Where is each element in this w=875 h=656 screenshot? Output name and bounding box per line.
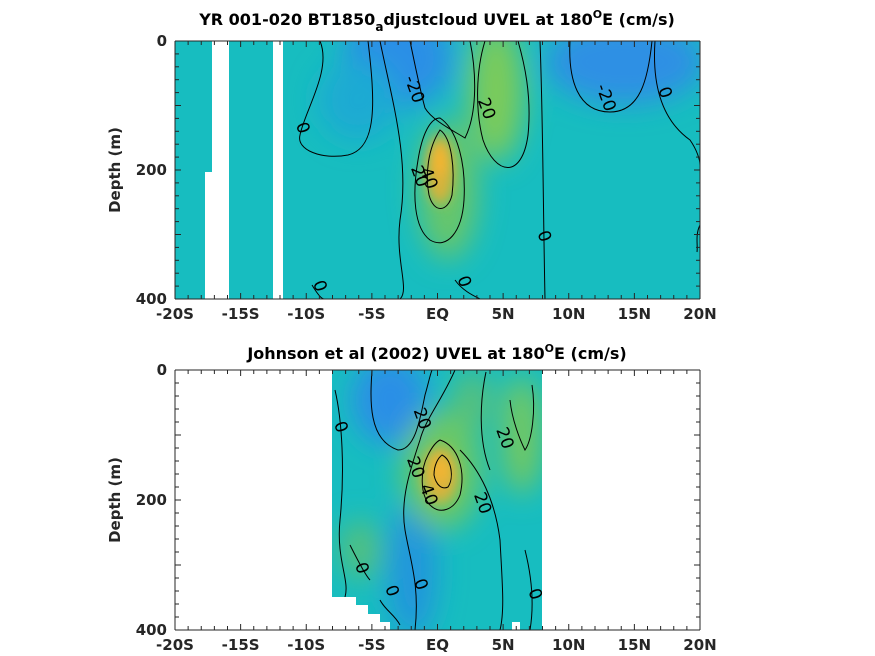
low-core-top-b [545, 41, 700, 104]
panel-top: YR 001-020 BT1850adjustcloud UVEL at 180… [106, 8, 717, 323]
panel-bottom-title: Johnson et al (2002) UVEL at 180OE (cm/s… [246, 342, 626, 363]
x-tick-label: -20S [156, 636, 194, 654]
panel-top-ylabel: Depth (m) [106, 127, 124, 213]
low-core-bottom [352, 370, 428, 445]
x-tick-label: -10S [287, 305, 325, 323]
gap-top-1 [212, 41, 229, 299]
x-tick-label: 15N [618, 305, 651, 323]
x-tick-label: -5S [358, 636, 385, 654]
contours-bottom [334, 370, 535, 630]
panel-top-axes: -20S -15S -10S -5S EQ 5N 10N 15N 20N 0 200 400 Dept… [106, 32, 717, 323]
y-tick-label: 0 [157, 32, 167, 50]
y-tick-label: 400 [136, 621, 167, 639]
y-tick-label: 200 [136, 491, 167, 509]
y-tick-label: 0 [157, 361, 167, 379]
gap-top-2 [205, 172, 212, 299]
x-tick-label: -10S [287, 636, 325, 654]
x-tick-label: -5S [358, 305, 385, 323]
x-tick-label: 10N [552, 636, 585, 654]
x-tick-label: 5N [492, 636, 515, 654]
gap-top-3 [273, 41, 283, 299]
panel-top-title: YR 001-020 BT1850adjustcloud UVEL at 180… [198, 8, 675, 34]
y-tick-label: 200 [136, 161, 167, 179]
contours-top [299, 41, 700, 299]
x-tick-label: -15S [222, 305, 260, 323]
x-tick-label: 15N [618, 636, 651, 654]
contour-label: 0 [523, 586, 545, 603]
high-core-bottom [502, 375, 542, 495]
jet-core-top [432, 144, 448, 176]
y-tick-label: 400 [136, 290, 167, 308]
x-tick-label: -15S [222, 636, 260, 654]
x-tick-label: -20S [156, 305, 194, 323]
x-tick-label: 20N [683, 305, 716, 323]
panel-bottom: Johnson et al (2002) UVEL at 180OE (cm/s… [106, 342, 717, 654]
x-tick-label: EQ [426, 636, 449, 654]
x-tick-label: 10N [552, 305, 585, 323]
high-core-top [468, 41, 524, 162]
x-tick-label: EQ [426, 305, 449, 323]
x-tick-label: 5N [492, 305, 515, 323]
panel-bottom-ylabel: Depth (m) [106, 457, 124, 543]
jet-core-bottom [432, 457, 450, 483]
x-tick-label: 20N [683, 636, 716, 654]
panel-bottom-axes: -20S -15S -10S -5S EQ 5N 10N 15N 20N 0 200 400 Dept… [106, 361, 717, 654]
